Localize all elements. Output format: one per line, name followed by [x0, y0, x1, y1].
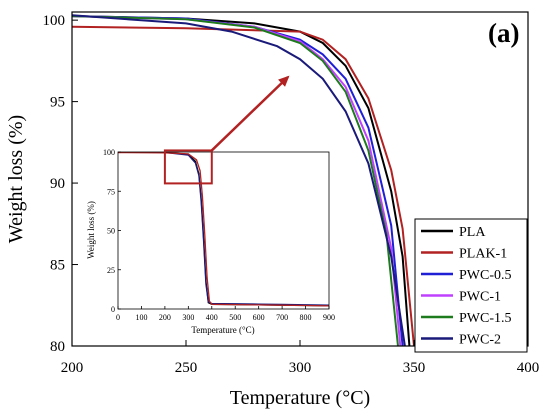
inset-axes: 0 100 200 300 400 500 600 700 800 900 0 25 50 75 100 [103, 148, 335, 322]
inset-series-group [118, 152, 329, 307]
inset-x-tick-label: 500 [229, 313, 241, 322]
panel-label: (a) [488, 18, 519, 48]
series-line-pwc-2 [72, 14, 406, 346]
series-line-pwc-1.5 [72, 15, 399, 346]
inset-x-tick-label: 900 [323, 313, 335, 322]
x-tick-label: 350 [403, 360, 426, 376]
inset-x-tick-label: 700 [276, 313, 288, 322]
x-tick-label: 200 [61, 360, 84, 376]
inset-x-tick-label: 600 [253, 313, 265, 322]
inset-x-tick-label: 100 [135, 313, 147, 322]
inset-y-tick-label: 50 [107, 227, 115, 236]
y-tick-label: 80 [50, 339, 65, 355]
inset-y-tick-label: 0 [111, 305, 115, 314]
y-axis-label: Weight loss (%) [5, 115, 27, 243]
inset-x-tick-label: 300 [182, 313, 194, 322]
x-tick-label: 300 [289, 360, 312, 376]
inset-x-tick-label: 200 [159, 313, 171, 322]
inset-series-line-plak-1 [118, 152, 329, 307]
main-series-group [72, 14, 415, 346]
inset-x-tick-label: 0 [116, 313, 120, 322]
inset-background [118, 152, 329, 309]
zoom-box [163, 149, 213, 185]
legend-entry: PWC-1 [459, 290, 501, 305]
inset-y-tick-label: 100 [103, 148, 115, 157]
inset-y-axis-label: Weight loss (%) [86, 201, 96, 259]
inset-series-line-pwc-2 [118, 152, 329, 306]
inset-x-tick-label: 800 [300, 313, 312, 322]
inset-x-axis-label: Temperature (°C) [191, 325, 254, 335]
legend-entry: PWC-0.5 [459, 268, 512, 283]
y-tick-label: 100 [43, 13, 66, 29]
legend-entry: PWC-2 [459, 333, 501, 348]
y-tick-label: 90 [50, 176, 65, 192]
x-tick-label: 250 [175, 360, 198, 376]
legend-frame [414, 218, 528, 353]
inset-x-tick-label: 400 [206, 313, 218, 322]
legend-entry: PLA [459, 225, 486, 240]
zoom-arrow [210, 75, 290, 152]
x-axis-label: Temperature (°C) [230, 387, 370, 409]
y-tick-label: 95 [50, 95, 65, 111]
inset-y-tick-label: 25 [107, 266, 115, 275]
inset-y-tick-label: 75 [107, 187, 115, 196]
series-line-pla [72, 15, 411, 346]
y-tick-label: 85 [50, 258, 65, 274]
legend-entry: PLAK-1 [459, 247, 507, 262]
legend-entry: PWC-1.5 [459, 311, 512, 326]
legend: PLA PLAK-1 PWC-0.5 PWC-1 PWC-1.5 PWC-2 [414, 218, 528, 353]
x-tick-label: 400 [517, 360, 540, 376]
